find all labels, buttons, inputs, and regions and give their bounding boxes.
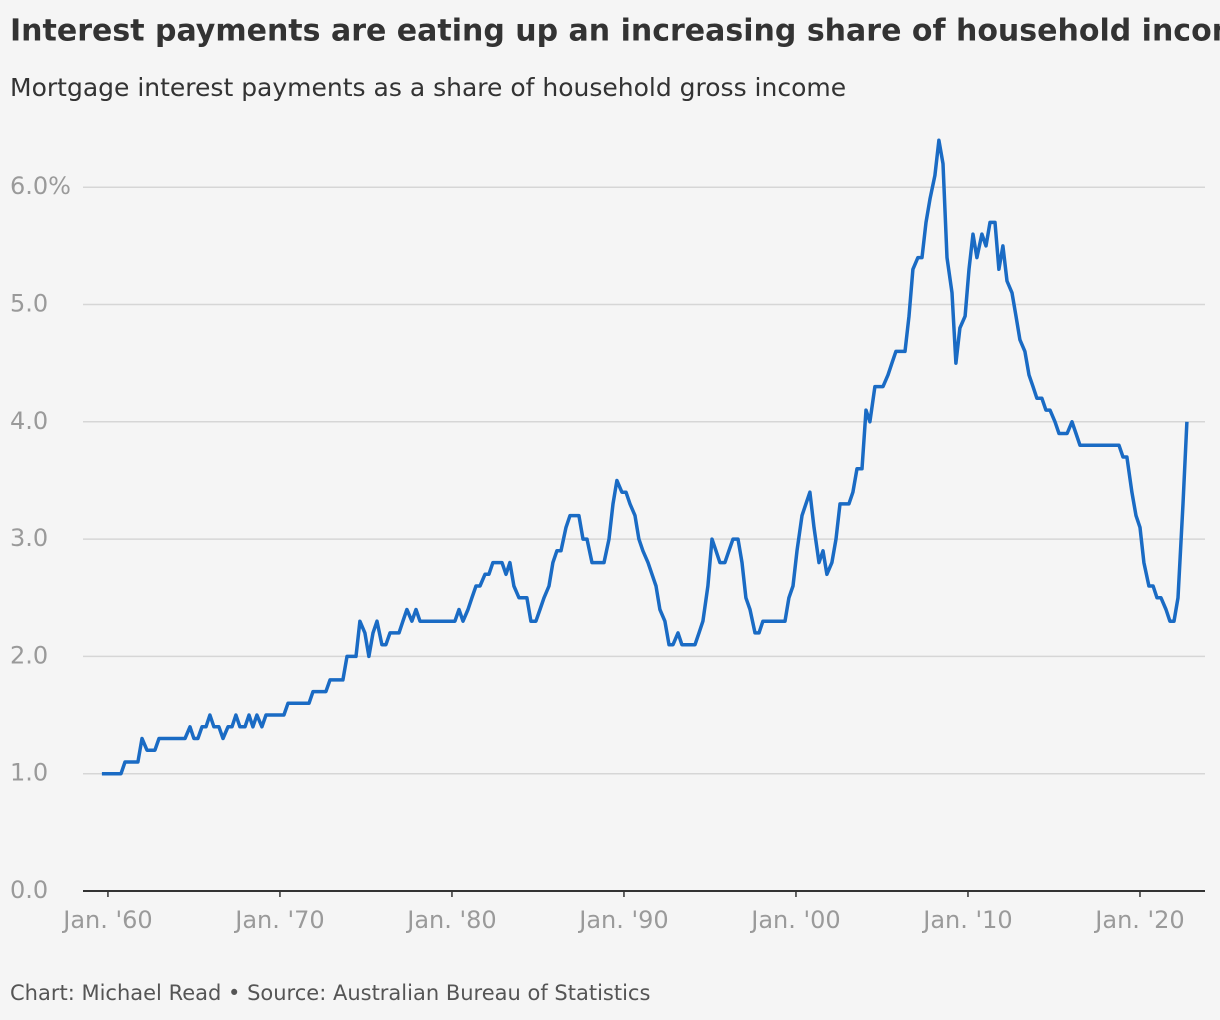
- y-tick-label: 2.0: [10, 641, 48, 669]
- x-tick-label: Jan. '00: [749, 906, 840, 934]
- y-tick-label: 3.0: [10, 524, 48, 552]
- source-note: Chart: Michael Read • Source: Australian…: [10, 981, 650, 1005]
- x-tick-label: Jan. '60: [61, 906, 152, 934]
- y-tick-label: 6.0%: [10, 172, 71, 200]
- y-tick-label: 1.0: [10, 759, 48, 787]
- x-tick-label: Jan. '70: [233, 906, 324, 934]
- x-tick-label: Jan. '80: [405, 906, 496, 934]
- chart-title: Interest payments are eating up an incre…: [10, 14, 1220, 49]
- data-line: [101, 138, 1189, 776]
- y-tick-label: 0.0: [10, 876, 48, 904]
- chart-subtitle: Mortgage interest payments as a share of…: [10, 73, 846, 102]
- x-tick-label: Jan. '90: [577, 906, 668, 934]
- y-tick-label: 4.0: [10, 407, 48, 435]
- x-tick-label: Jan. '20: [1093, 906, 1184, 934]
- y-tick-label: 5.0: [10, 290, 48, 318]
- x-tick-label: Jan. '10: [921, 906, 1012, 934]
